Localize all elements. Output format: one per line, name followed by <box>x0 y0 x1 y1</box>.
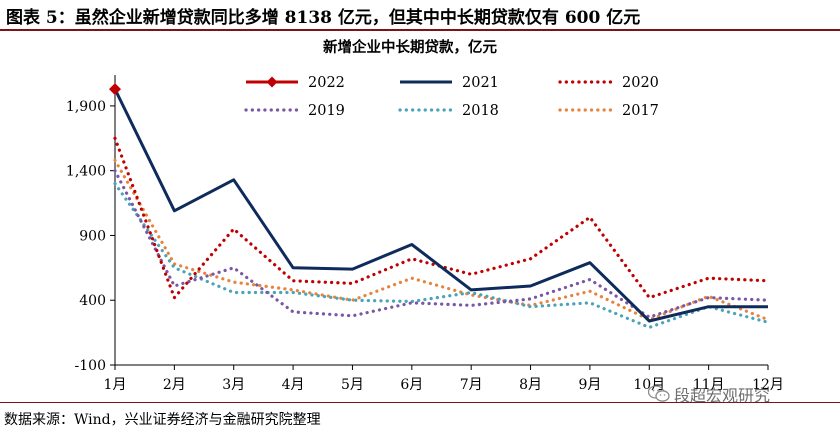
watermark-text: 段超宏观研究 <box>674 386 771 405</box>
y-tick-label: -100 <box>75 358 106 374</box>
y-tick-label: 900 <box>79 228 106 244</box>
series-line-2018 <box>113 182 770 329</box>
chart-axes: -100 400 900 1,400 1,900 1月 2月 3月 4月 5月 6月 7月 8月 9月 10… <box>66 75 784 393</box>
title-divider <box>0 29 840 31</box>
chart-legend: 2022 2021 2020 2019 2018 2017 <box>244 75 659 119</box>
x-tick-label: 11月 <box>693 377 725 393</box>
data-source-note: 数据来源：Wind，兴业证券经济与金融研究院整理 <box>4 412 321 428</box>
legend-label-2017: 2017 <box>622 103 659 119</box>
line-chart: 新增企业中长期贷款，亿元 2022 2021 2020 2019 2018 2017 -1… <box>66 38 784 393</box>
x-tick-label: 2月 <box>163 377 186 393</box>
figure-title: 图表 5：虽然企业新增贷款同比多增 8138 亿元，但其中中长期贷款仅有 600… <box>6 8 641 28</box>
footer-divider <box>0 402 840 403</box>
x-tick-label: 4月 <box>282 377 305 393</box>
series-marker-2022 <box>109 83 121 96</box>
chart-series <box>109 83 770 329</box>
y-tick-label: 1,900 <box>66 99 106 115</box>
legend-marker-2022 <box>266 76 278 88</box>
x-tick-label: 10月 <box>633 377 665 393</box>
wechat-icon <box>648 385 670 402</box>
legend-label-2019: 2019 <box>308 103 345 119</box>
x-tick-label: 8月 <box>519 377 542 393</box>
x-tick-label: 7月 <box>460 377 483 393</box>
legend-label-2020: 2020 <box>622 75 659 91</box>
chart-title: 新增企业中长期贷款，亿元 <box>323 38 497 56</box>
y-tick-label: 400 <box>79 293 106 309</box>
x-tick-label: 12月 <box>752 377 784 393</box>
legend-label-2021: 2021 <box>462 75 499 91</box>
x-tick-label: 5月 <box>341 377 364 393</box>
legend-label-2022: 2022 <box>308 75 345 91</box>
y-tick-label: 1,400 <box>66 164 106 180</box>
series-line-2021 <box>113 88 768 323</box>
x-tick-label: 9月 <box>578 377 601 393</box>
series-line-2019 <box>113 169 770 319</box>
x-tick-label: 1月 <box>104 377 127 393</box>
x-tick-label: 6月 <box>400 377 423 393</box>
watermark: 段超宏观研究 <box>648 382 770 406</box>
series-line-2017 <box>113 158 770 322</box>
x-tick-label: 3月 <box>222 377 245 393</box>
legend-label-2018: 2018 <box>462 103 499 119</box>
series-line-2020 <box>113 136 770 300</box>
